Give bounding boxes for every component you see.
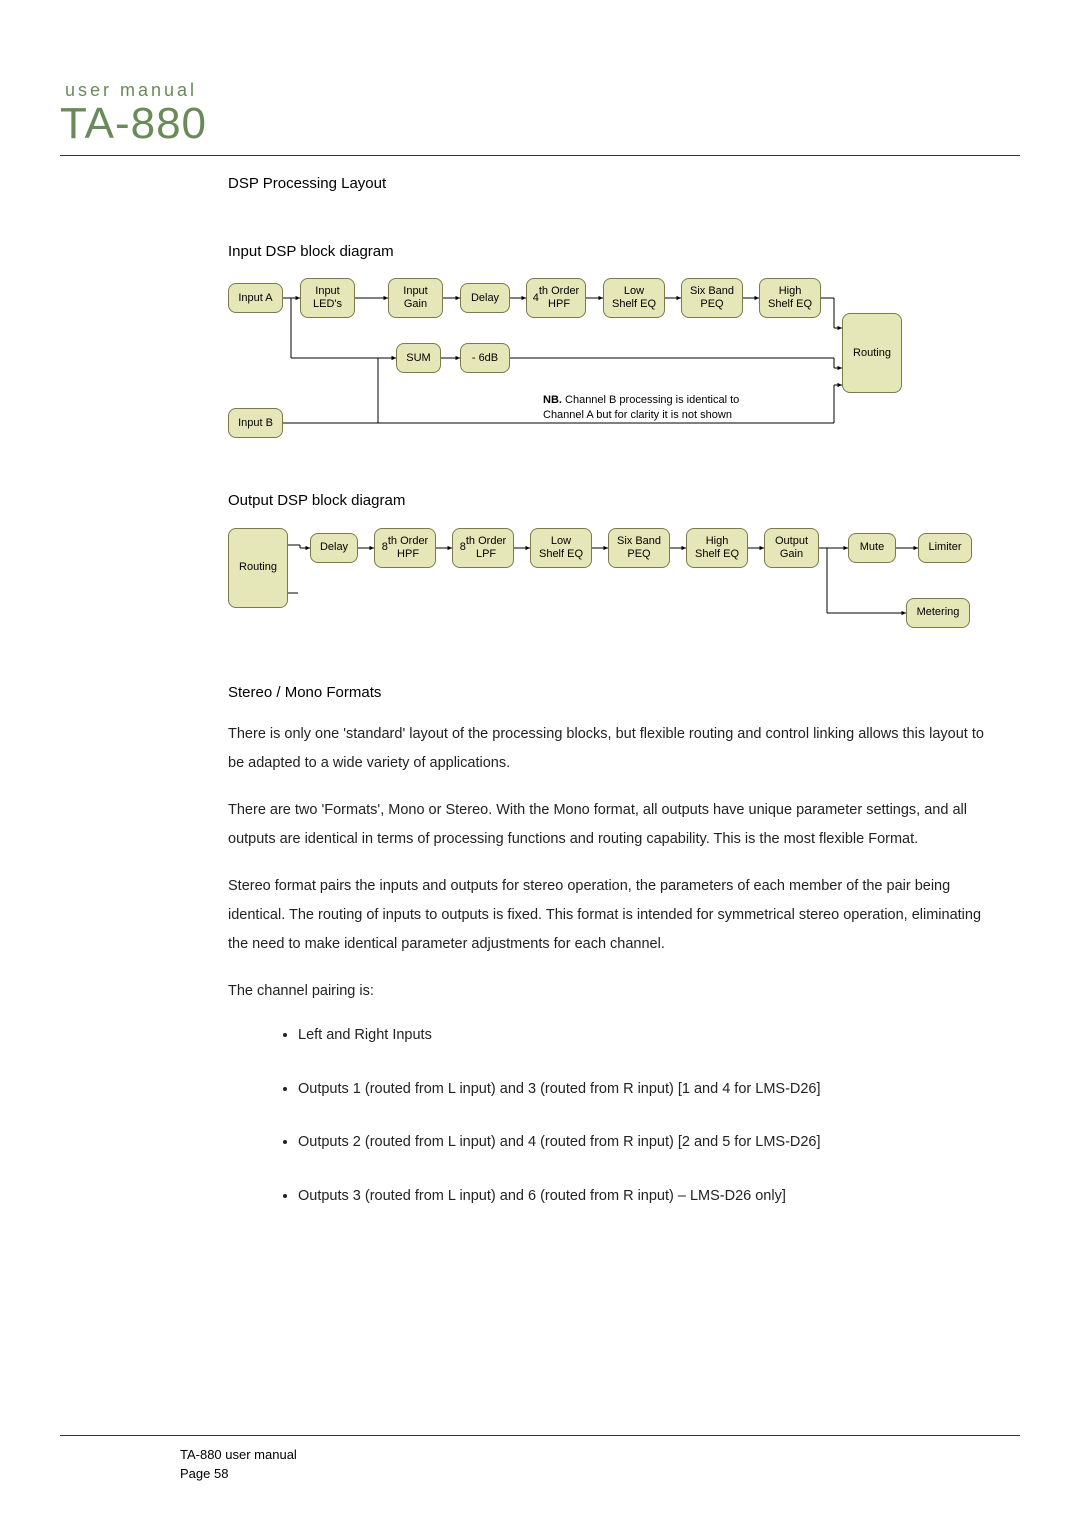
paragraph-4: The channel pairing is: [228, 977, 998, 1006]
section-dsp-layout: DSP Processing Layout [228, 174, 998, 194]
output-dsp-diagram: RoutingDelay8th OrderHPF8th OrderLPFLowS… [228, 523, 998, 653]
header-rule [60, 155, 1020, 156]
list-item: Left and Right Inputs [298, 1022, 998, 1050]
input-dsp-diagram: Input AInputLED'sInputGainDelay4th Order… [228, 273, 998, 473]
footer-line1: TA-880 user manual [180, 1446, 1020, 1465]
footer-line2: Page 58 [180, 1465, 1020, 1484]
paragraph-3: Stereo format pairs the inputs and outpu… [228, 872, 998, 959]
pairing-list: Left and Right Inputs Outputs 1 (routed … [228, 1022, 998, 1210]
paragraph-2: There are two 'Formats', Mono or Stereo.… [228, 796, 998, 854]
section-input-diagram: Input DSP block diagram [228, 242, 998, 262]
section-formats: Stereo / Mono Formats [228, 683, 998, 703]
list-item: Outputs 3 (routed from L input) and 6 (r… [298, 1183, 998, 1211]
footer-rule [60, 1435, 1020, 1436]
product-title: TA-880 [60, 99, 1020, 149]
list-item: Outputs 2 (routed from L input) and 4 (r… [298, 1129, 998, 1157]
paragraph-1: There is only one 'standard' layout of t… [228, 720, 998, 778]
list-item: Outputs 1 (routed from L input) and 3 (r… [298, 1076, 998, 1104]
page-footer: TA-880 user manual Page 58 [60, 1435, 1020, 1484]
header-label: user manual [65, 80, 1020, 101]
section-output-diagram: Output DSP block diagram [228, 491, 998, 511]
